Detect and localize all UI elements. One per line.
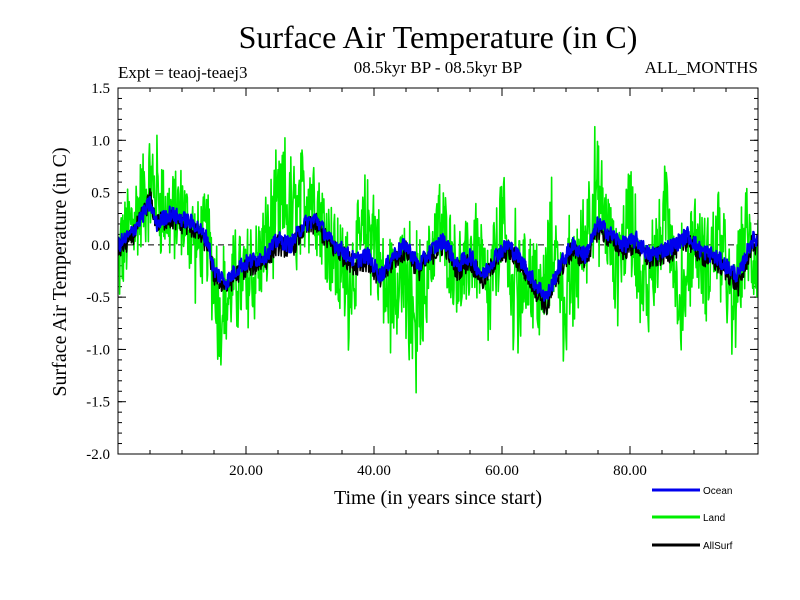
x-tick-label: 40.00 xyxy=(357,463,391,479)
x-tick-label: 60.00 xyxy=(485,463,519,479)
series-line-ocean xyxy=(118,196,758,302)
legend-label-allsurf: AllSurf xyxy=(703,541,733,552)
y-tick-label: 1.0 xyxy=(91,133,110,149)
y-tick-label: -0.5 xyxy=(86,290,110,306)
y-tick-label: -1.5 xyxy=(86,395,110,411)
x-axis-label: Time (in years since start) xyxy=(334,487,542,509)
y-tick-label: -2.0 xyxy=(86,447,110,463)
subtitle-left: Expt = teaoj-teaej3 xyxy=(118,63,247,82)
legend-label-ocean: Ocean xyxy=(703,486,732,497)
subtitle-right: ALL_MONTHS xyxy=(645,58,758,77)
y-tick-label: 1.5 xyxy=(91,81,110,97)
y-axis-label: Surface Air Temperature (in C) xyxy=(49,147,71,396)
chart-title: Surface Air Temperature (in C) xyxy=(239,19,638,55)
plot-frame xyxy=(117,87,759,455)
axis-ticks: -2.0 -1.5 -1.0 -0.5 0.0 0.5 1.0 1.5 20.00 40.00 60… xyxy=(86,81,758,479)
x-tick-label: 80.00 xyxy=(613,463,647,479)
x-tick-label: 20.00 xyxy=(229,463,263,479)
y-tick-label: 0.5 xyxy=(91,186,110,202)
legend: Ocean Land AllSurf xyxy=(652,486,733,552)
y-tick-label: 0.0 xyxy=(91,238,110,254)
subtitle-center: 08.5kyr BP - 08.5kyr BP xyxy=(354,58,522,77)
plot-area xyxy=(118,125,758,394)
legend-label-land: Land xyxy=(703,513,725,524)
y-tick-label: -1.0 xyxy=(86,342,110,358)
